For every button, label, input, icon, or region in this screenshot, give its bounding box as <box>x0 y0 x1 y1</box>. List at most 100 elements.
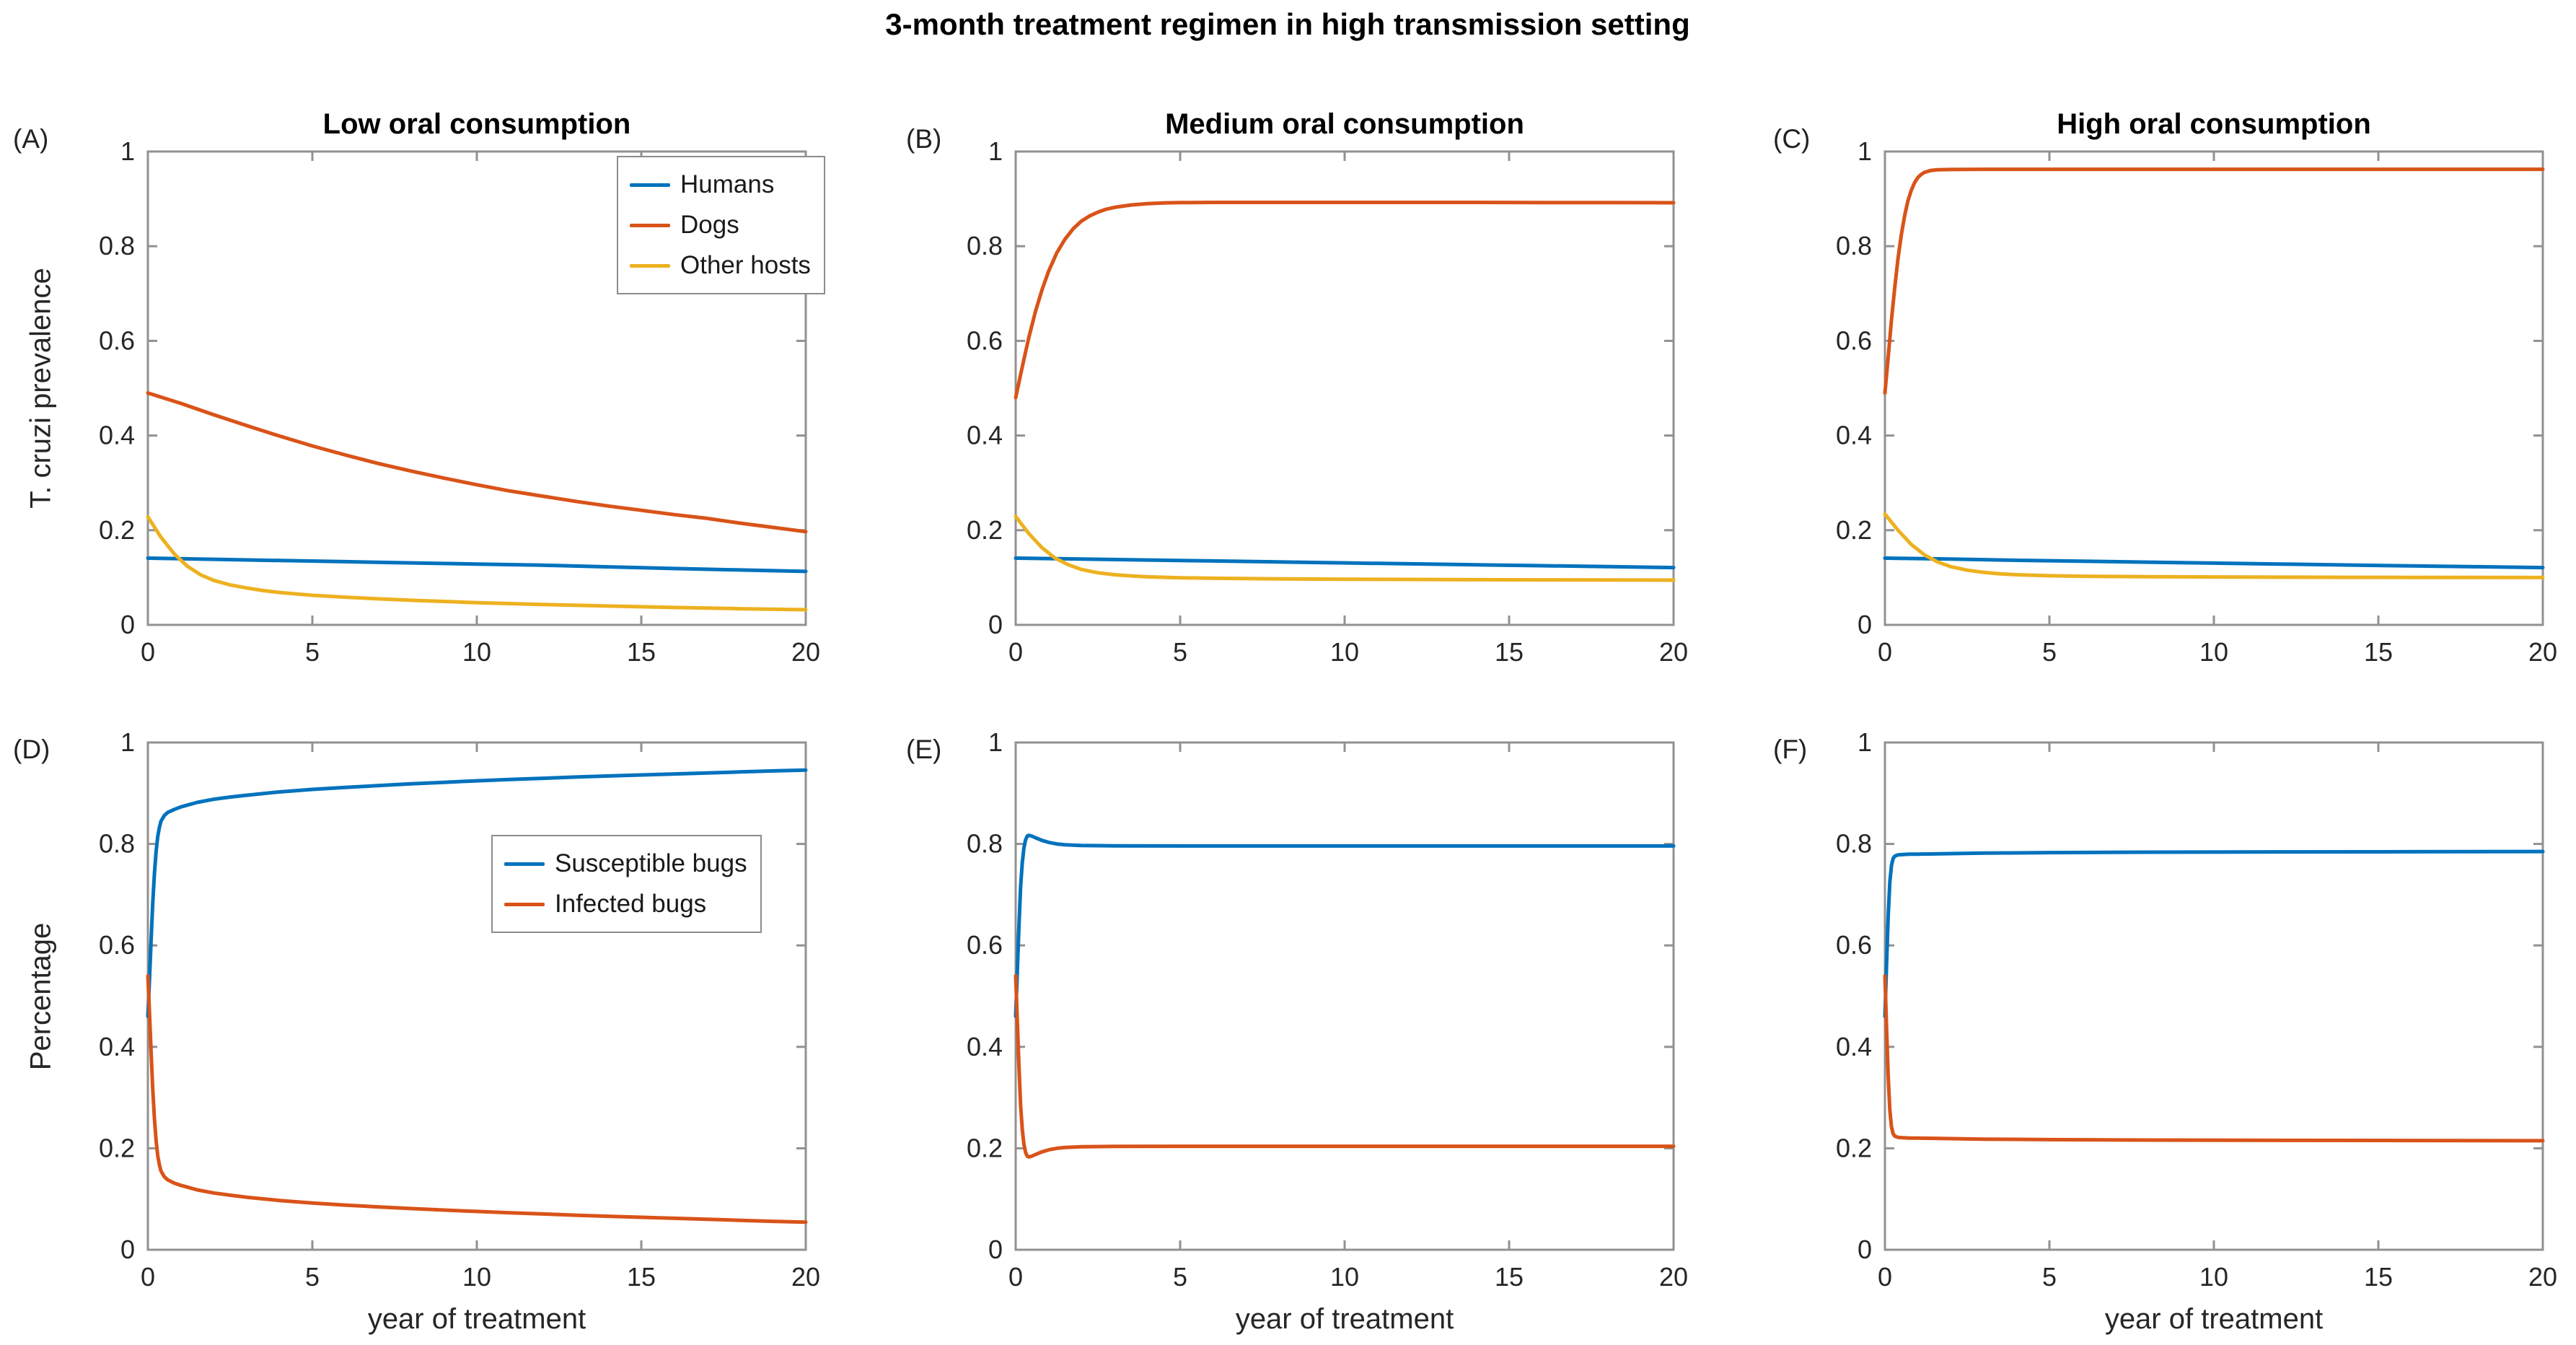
y-tick-label: 0.6 <box>967 325 1003 355</box>
x-tick-label: 20 <box>1659 1262 1688 1292</box>
y-tick-label: 0 <box>120 1235 135 1264</box>
x-tick-label: 15 <box>627 1262 656 1292</box>
x-tick-label: 10 <box>462 1262 491 1292</box>
y-tick-label: 1 <box>988 728 1003 757</box>
plot-area-c: 0 5 10 15 20 0 0.2 0.4 0.6 0.8 1 <box>1836 137 2557 667</box>
y-tick-label: 0 <box>1858 610 1872 639</box>
legend-entry: Susceptible bugs <box>504 844 747 884</box>
series-line-humans <box>146 556 808 574</box>
plot-area-b: 0 5 10 15 20 0 0.2 0.4 0.6 0.8 1 <box>967 137 1688 667</box>
panel-title-c: High oral consumption <box>2057 108 2371 140</box>
x-tick-label: 15 <box>2364 637 2393 667</box>
plot-area-e: 0 5 10 15 20 0 0.2 0.4 0.6 0.8 1 <box>967 728 1688 1292</box>
series-line-susceptible-bugs <box>1883 849 2545 1019</box>
figure-title: 3-month treatment regimen in high transm… <box>885 7 1690 41</box>
series-line-other-hosts <box>1883 512 2545 579</box>
y-tick-label: 0.2 <box>967 1133 1003 1162</box>
legend-entry: Humans <box>630 165 811 205</box>
y-tick-label: 0.6 <box>1836 325 1872 355</box>
y-tick-label: 1 <box>120 728 135 757</box>
y-tick-label: 1 <box>120 137 135 166</box>
y-tick-label: 0.8 <box>99 829 135 859</box>
panel-label-f: (F) <box>1773 735 1808 764</box>
y-tick-label: 0.4 <box>1836 1032 1872 1061</box>
series-line-humans <box>1014 556 1676 570</box>
panel-label-d: (D) <box>13 735 50 764</box>
x-tick-label: 15 <box>2364 1262 2393 1292</box>
y-tick-label: 1 <box>1858 137 1872 166</box>
x-tick-label: 0 <box>1878 637 1892 667</box>
x-axis-label-d: year of treatment <box>367 1303 586 1335</box>
legend-line-sample <box>504 862 545 866</box>
x-axis-label-e: year of treatment <box>1235 1303 1454 1335</box>
series-line-dogs <box>146 391 808 534</box>
legend-entry-label: Dogs <box>680 211 739 239</box>
legend-line-sample <box>630 183 670 187</box>
x-tick-label: 10 <box>1330 637 1359 667</box>
y-tick-label: 0.4 <box>967 1032 1003 1061</box>
panel-label-a: (A) <box>13 124 49 154</box>
series-line-dogs <box>1014 201 1676 400</box>
panel-title-b: Medium oral consumption <box>1165 108 1524 140</box>
x-tick-label: 20 <box>2528 1262 2557 1292</box>
x-tick-label: 5 <box>1173 1262 1187 1292</box>
x-tick-label: 15 <box>627 637 656 667</box>
y-tick-label: 0.6 <box>99 930 135 960</box>
y-tick-label: 0.6 <box>99 325 135 355</box>
y-tick-label: 0.8 <box>1836 231 1872 260</box>
x-tick-label: 0 <box>1008 1262 1023 1292</box>
x-tick-label: 20 <box>791 1262 820 1292</box>
x-tick-label: 5 <box>305 1262 320 1292</box>
legend-entry-label: Susceptible bugs <box>555 849 747 877</box>
y-tick-label: 0.4 <box>967 421 1003 450</box>
y-tick-label: 0 <box>988 610 1003 639</box>
y-tick-label: 0.8 <box>967 829 1003 859</box>
series-line-humans <box>1883 556 2545 570</box>
y-tick-label: 1 <box>1858 728 1872 757</box>
y-tick-label: 0.2 <box>1836 515 1872 545</box>
y-tick-label: 0.2 <box>967 515 1003 545</box>
plot-area-d: 0 5 10 15 20 0 0.2 0.4 0.6 0.8 1 <box>99 728 820 1292</box>
x-tick-label: 10 <box>2199 637 2228 667</box>
x-axis-label-f: year of treatment <box>2104 1303 2324 1335</box>
y-tick-label: 0.2 <box>1836 1133 1872 1162</box>
y-tick-label: 0.4 <box>1836 421 1872 450</box>
y-tick-label: 0 <box>1858 1235 1872 1264</box>
y-tick-label: 0.6 <box>967 930 1003 960</box>
x-tick-label: 5 <box>305 637 320 667</box>
x-tick-label: 20 <box>791 637 820 667</box>
y-tick-label: 0.6 <box>1836 930 1872 960</box>
x-tick-label: 20 <box>2528 637 2557 667</box>
plot-area-f: 0 5 10 15 20 0 0.2 0.4 0.6 0.8 1 <box>1836 728 2557 1292</box>
y-tick-label: 0.2 <box>99 1133 135 1162</box>
x-tick-label: 0 <box>141 1262 155 1292</box>
series-line-susceptible-bugs <box>146 768 808 1019</box>
series-line-other-hosts <box>146 514 808 612</box>
legend-line-sample <box>630 263 670 268</box>
legend-line-sample <box>630 223 670 227</box>
y-tick-label: 1 <box>988 137 1003 166</box>
plot-area-a: 0 5 10 15 20 0 0.2 0.4 0.6 0.8 1 <box>99 137 820 667</box>
series-line-infected-bugs <box>146 973 808 1224</box>
axes-frame <box>1883 741 2544 1251</box>
y-tick-label: 0.4 <box>99 421 135 450</box>
x-tick-label: 10 <box>1330 1262 1359 1292</box>
legend-entry: Other hosts <box>630 245 811 286</box>
y-tick-label: 0.8 <box>967 231 1003 260</box>
series-line-dogs <box>1883 167 2545 395</box>
x-tick-label: 5 <box>2042 637 2057 667</box>
legend-entry-label: Other hosts <box>680 251 811 279</box>
y-tick-label: 0 <box>988 1235 1003 1264</box>
x-tick-label: 20 <box>1659 637 1688 667</box>
panel-label-b: (B) <box>906 124 942 154</box>
panel-label-c: (C) <box>1773 124 1811 154</box>
x-tick-label: 0 <box>1878 1262 1892 1292</box>
y-tick-label: 0.8 <box>99 231 135 260</box>
x-tick-label: 10 <box>462 637 491 667</box>
series-line-infected-bugs <box>1883 973 2545 1143</box>
